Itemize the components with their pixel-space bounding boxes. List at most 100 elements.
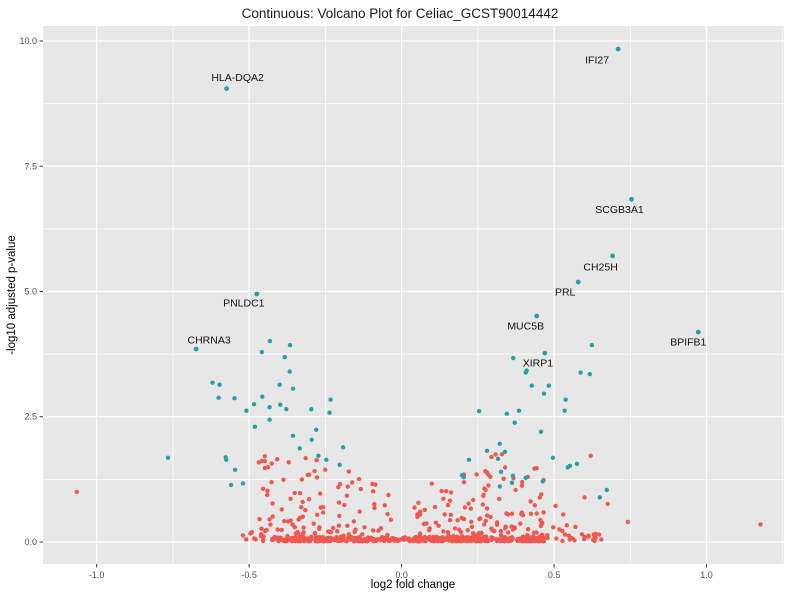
nonsignificant-point xyxy=(415,514,420,519)
nonsignificant-point xyxy=(493,452,498,457)
nonsignificant-point xyxy=(441,496,446,501)
nonsignificant-point xyxy=(422,534,427,540)
significant-point-xirp1 xyxy=(542,350,548,356)
significant-point xyxy=(512,420,517,425)
nonsignificant-point xyxy=(358,486,363,492)
significant-point xyxy=(210,380,215,385)
nonsignificant-point xyxy=(373,482,378,487)
y-tick-label: 5.0 xyxy=(24,286,37,296)
significant-point xyxy=(541,391,547,396)
significant-point xyxy=(567,463,573,468)
significant-point xyxy=(316,453,321,458)
nonsignificant-point xyxy=(469,519,474,524)
nonsignificant-point xyxy=(503,526,508,531)
nonsignificant-point xyxy=(417,531,423,536)
significant-point xyxy=(251,402,257,407)
significant-point xyxy=(461,475,466,480)
nonsignificant-point xyxy=(539,520,545,525)
significant-point xyxy=(587,371,592,377)
gene-label-bpifb1: BPIFB1 xyxy=(670,337,706,349)
nonsignificant-point xyxy=(467,535,473,541)
nonsignificant-point xyxy=(506,530,511,535)
nonsignificant-point xyxy=(376,537,382,542)
nonsignificant-point xyxy=(432,504,438,510)
nonsignificant-point xyxy=(279,507,284,512)
nonsignificant-point xyxy=(586,534,591,539)
nonsignificant-point xyxy=(519,510,525,515)
x-tick-label: -1.0 xyxy=(89,570,105,580)
significant-point xyxy=(476,409,482,414)
nonsignificant-point xyxy=(262,454,267,459)
significant-point xyxy=(297,446,302,451)
nonsignificant-point xyxy=(386,492,391,498)
significant-point xyxy=(604,487,609,493)
nonsignificant-point xyxy=(471,497,476,503)
nonsignificant-point xyxy=(288,496,293,501)
nonsignificant-point xyxy=(336,523,342,528)
nonsignificant-point xyxy=(541,510,546,515)
chart-title: Continuous: Volcano Plot for Celiac_GCST… xyxy=(242,6,559,21)
significant-point xyxy=(165,455,171,460)
nonsignificant-point xyxy=(292,525,297,530)
nonsignificant-point xyxy=(429,481,434,486)
nonsignificant-point xyxy=(299,477,305,482)
nonsignificant-point xyxy=(346,469,351,474)
nonsignificant-point xyxy=(388,517,394,522)
nonsignificant-point xyxy=(74,489,80,495)
nonsignificant-point xyxy=(483,487,488,493)
significant-point xyxy=(337,462,342,467)
significant-point xyxy=(232,396,237,401)
nonsignificant-point xyxy=(474,472,479,477)
nonsignificant-point xyxy=(457,527,462,532)
nonsignificant-point xyxy=(468,506,473,511)
significant-point-chrna3 xyxy=(193,346,199,352)
nonsignificant-point xyxy=(252,536,257,541)
nonsignificant-point xyxy=(370,489,376,494)
nonsignificant-point xyxy=(424,521,429,526)
nonsignificant-point xyxy=(497,496,502,502)
nonsignificant-point xyxy=(345,523,350,528)
nonsignificant-point xyxy=(572,538,577,543)
significant-point-ifi27 xyxy=(615,46,621,52)
nonsignificant-point xyxy=(318,505,323,510)
nonsignificant-point xyxy=(361,537,367,542)
nonsignificant-point xyxy=(486,483,491,488)
significant-point xyxy=(290,386,296,391)
nonsignificant-point xyxy=(301,530,306,535)
nonsignificant-point xyxy=(528,499,533,504)
nonsignificant-point xyxy=(451,533,456,539)
nonsignificant-point xyxy=(257,517,262,522)
nonsignificant-point xyxy=(503,536,508,541)
nonsignificant-point xyxy=(278,536,283,542)
nonsignificant-point xyxy=(484,506,490,511)
nonsignificant-point xyxy=(483,518,488,524)
nonsignificant-point xyxy=(590,537,596,542)
y-axis-title: -log10 adjusted p-value xyxy=(6,235,18,355)
significant-point-bpifb1 xyxy=(695,329,701,335)
significant-point xyxy=(267,405,272,410)
nonsignificant-point xyxy=(303,456,308,461)
nonsignificant-point xyxy=(307,536,313,542)
nonsignificant-point xyxy=(378,526,384,531)
nonsignificant-point xyxy=(478,516,483,521)
significant-point xyxy=(540,479,545,484)
nonsignificant-point xyxy=(560,528,565,534)
nonsignificant-point xyxy=(484,513,490,518)
nonsignificant-point xyxy=(292,490,297,496)
nonsignificant-point xyxy=(433,520,439,525)
significant-point xyxy=(589,342,595,348)
nonsignificant-point xyxy=(625,519,631,525)
significant-point xyxy=(252,424,258,429)
nonsignificant-point xyxy=(427,526,432,531)
significant-point xyxy=(484,448,490,453)
significant-point xyxy=(328,397,333,402)
nonsignificant-point xyxy=(528,511,534,516)
nonsignificant-point xyxy=(318,491,323,496)
significant-point xyxy=(562,408,567,413)
nonsignificant-point xyxy=(498,528,503,534)
significant-point xyxy=(498,469,504,474)
nonsignificant-point xyxy=(452,526,458,531)
nonsignificant-point xyxy=(342,502,347,508)
nonsignificant-point xyxy=(445,502,451,508)
nonsignificant-point xyxy=(596,532,602,537)
